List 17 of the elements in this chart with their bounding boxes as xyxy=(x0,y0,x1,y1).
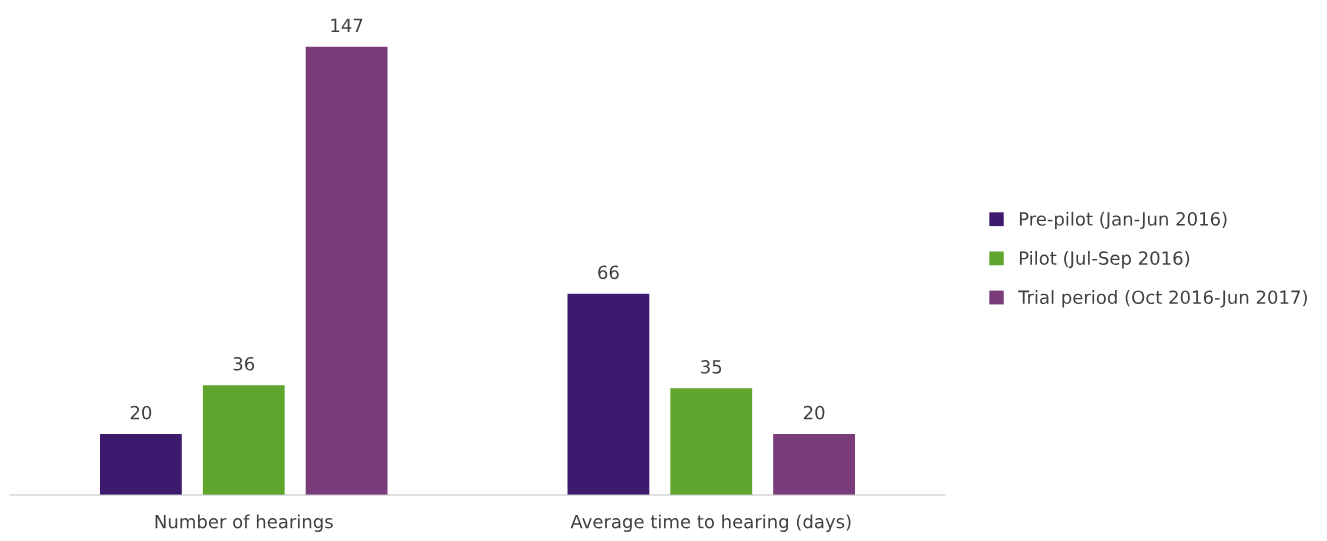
bar xyxy=(305,46,388,495)
x-tick-label: Number of hearings xyxy=(155,514,333,532)
data-label: 20 xyxy=(130,405,152,420)
data-label: 36 xyxy=(233,356,255,371)
legend-label: Pilot (Jul-Sep 2016) xyxy=(1019,250,1190,269)
bar xyxy=(773,434,856,495)
x-tick-label: Average time to hearing (days) xyxy=(570,514,851,532)
bar xyxy=(99,434,182,495)
bar xyxy=(202,385,285,495)
legend-label: Pre-pilot (Jan-Jun 2016) xyxy=(1019,211,1227,230)
data-label: 35 xyxy=(701,360,722,374)
data-label: 147 xyxy=(331,18,363,32)
data-label: 20 xyxy=(803,405,825,420)
bar xyxy=(670,388,753,495)
legend-label: Trial period (Oct 2016-Jun 2017) xyxy=(1018,290,1307,308)
bar xyxy=(567,293,650,495)
data-label: 66 xyxy=(598,265,619,280)
